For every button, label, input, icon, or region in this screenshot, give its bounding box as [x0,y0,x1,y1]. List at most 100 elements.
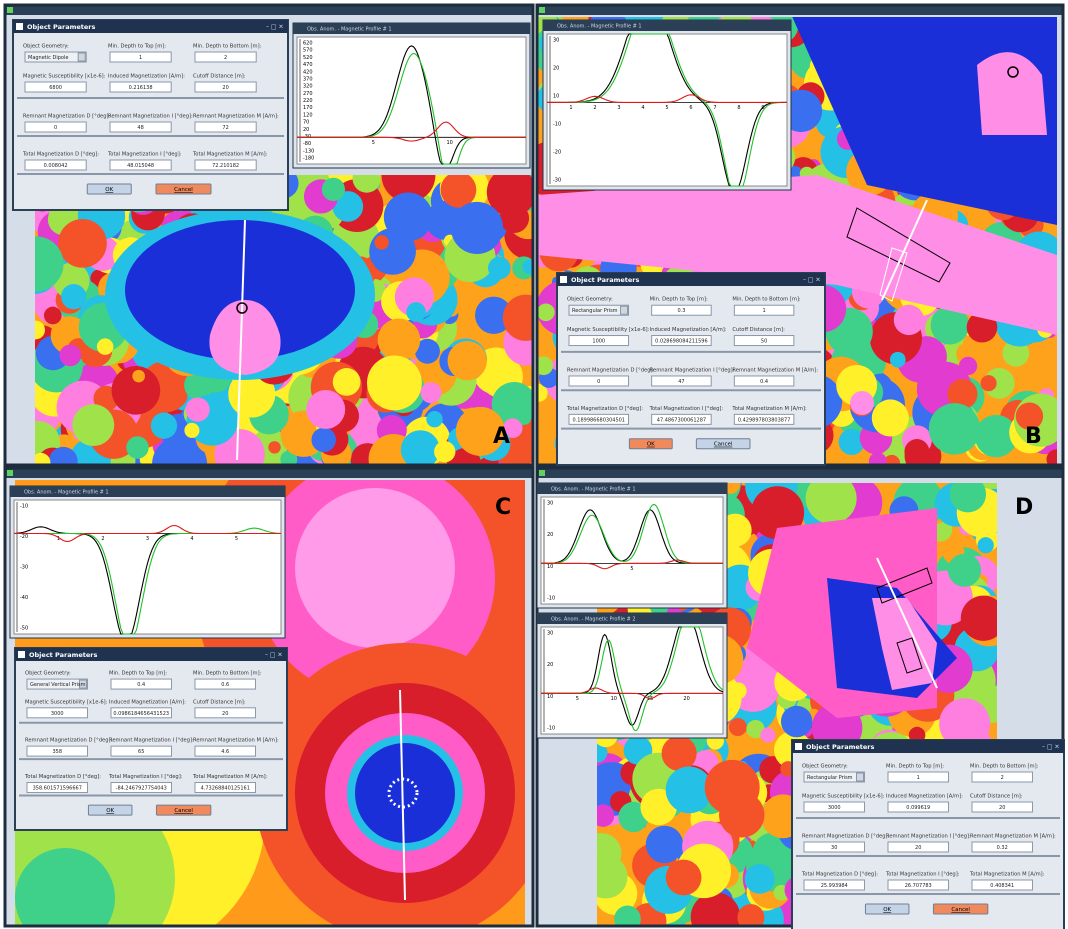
field-value: 26.707783 [905,883,932,889]
map-blob [367,356,422,411]
y-tick-label: 20 [547,662,553,668]
ok-label: OK [647,442,655,448]
field-label: Magnetic Susceptibility [x1e-6]: [23,74,106,80]
field-label: Remnant Magnetization I [°deg]: [650,367,735,373]
y-tick-label: 520 [303,55,313,61]
map-blob [72,404,114,446]
field-value: 0.408341 [990,883,1014,889]
map-blob [268,441,280,453]
dialog-icon [18,651,25,658]
field-label: Min. Depth to Bottom [m]: [193,44,262,50]
field-value: 47.4867300061287 [657,417,706,423]
y-tick-label: 120 [303,112,313,118]
y-tick-label: -20 [553,150,561,156]
y-tick-label: 470 [303,62,313,68]
x-tick-label: 5 [235,536,238,542]
field-label: Total Magnetization M [A/m]: [731,406,807,412]
dialog-icon [795,743,802,750]
y-tick-label: 320 [303,84,313,90]
window-controls: – □ ✕ [265,652,283,659]
field-label: Total Magnetization D [°deg]: [24,774,101,780]
field-value: 358.601571596667 [33,786,82,792]
field-label: Min. Depth to Top [m]: [650,297,708,303]
x-tick-label: 2 [593,105,596,111]
plot-area [541,497,723,604]
field-value: 3000 [828,805,841,811]
x-tick-label: 5 [665,105,668,111]
field-label: Total Magnetization D [°deg]: [801,872,878,878]
select-spinner[interactable] [78,53,85,61]
field-label: Magnetic Susceptibility [x1e-6]: [567,327,650,333]
map-blob [44,307,62,325]
y-tick-label: 170 [303,105,313,111]
map-blob [434,441,455,462]
field-value: 72 [222,125,228,131]
y-tick-label: 20 [303,127,309,133]
y-tick-label: 70 [303,120,309,126]
map-blob [151,412,177,438]
field-value: 4.6 [221,749,229,755]
x-tick-label: 5 [630,566,633,572]
y-tick-label: -130 [303,148,314,154]
field-value: 0.32 [997,845,1008,851]
field-value: 0 [54,125,57,131]
x-tick-label: 1 [569,105,572,111]
profile-title: Obs. Anom. - Magnetic Profile # 2 [551,617,636,623]
y-tick-label: 10 [547,694,553,700]
field-value: 30 [831,845,837,851]
field-label: Remnant Magnetization D [°deg]: [567,367,655,373]
x-tick-label: 6 [689,105,692,111]
map-blob [333,368,361,396]
map-contour [355,743,455,843]
field-label: Cutoff Distance [m]: [193,699,246,705]
map-blob [374,235,388,249]
field-label: Remnant Magnetization D [°deg]: [25,738,113,744]
map-blob [719,792,764,837]
x-tick-label: 7 [713,105,716,111]
profile-title: Obs. Anom. - Magnetic Profile # 1 [551,487,636,493]
field-value: 0.008042 [44,163,68,169]
field-label: Total Magnetization M [A/m]: [969,872,1045,878]
x-tick-label: 5 [372,140,375,146]
field-value: 0 [597,379,600,385]
dialog-title: Object Parameters [27,23,96,31]
field-label: Cutoff Distance [m]: [193,74,246,80]
dialog-title: Object Parameters [29,651,98,659]
map-blob [729,718,747,736]
select-spinner[interactable] [856,773,863,781]
y-tick-label: 20 [553,66,559,72]
x-tick-label: 2 [101,536,104,542]
select-spinner[interactable] [621,306,628,314]
field-label: Remnant Magnetization M [A/m]: [732,367,818,373]
y-tick-label: 370 [303,76,313,82]
field-value: 0.216138 [129,85,153,91]
field-value: 4.73268840125161 [201,786,250,792]
panel: Obs. Anom. - Magnetic Profile # 1 30 20 10 -… [537,460,1064,929]
map-blob [322,178,345,201]
map-blob [132,370,145,383]
field-value: 0.028698084211596 [655,339,708,345]
field-label: Min. Depth to Bottom [m]: [193,671,262,677]
field-label: Remnant Magnetization I [°deg]: [886,834,971,840]
field-label: Remnant Magnetization M [A/m]: [193,738,279,744]
profile-title: Obs. Anom. - Magnetic Profile # 1 [307,27,392,33]
y-tick-label: -40 [20,595,28,601]
map-blob [760,728,775,743]
y-tick-label: -10 [547,596,555,602]
field-label: Remnant Magnetization I [°deg]: [108,114,193,120]
field-value: 1000 [592,339,605,345]
map-blob [781,706,812,737]
field-label: Total Magnetization M [A/m]: [192,774,268,780]
geometry-value: Magnetic Dipole [28,55,68,61]
field-label: Remnant Magnetization I [°deg]: [109,738,194,744]
map-blob [126,436,148,458]
y-tick-label: 570 [303,48,313,54]
ok-label: OK [106,808,114,814]
field-label: Total Magnetization I [°deg]: [107,152,182,158]
map-blob [894,305,924,335]
x-tick-label: 8 [737,105,740,111]
y-tick-label: -10 [547,726,555,732]
field-label: Magnetic Susceptibility [x1e-6]: [802,794,885,800]
y-tick-label: 30 [553,38,559,44]
field-label: Object Geometry: [25,671,71,677]
